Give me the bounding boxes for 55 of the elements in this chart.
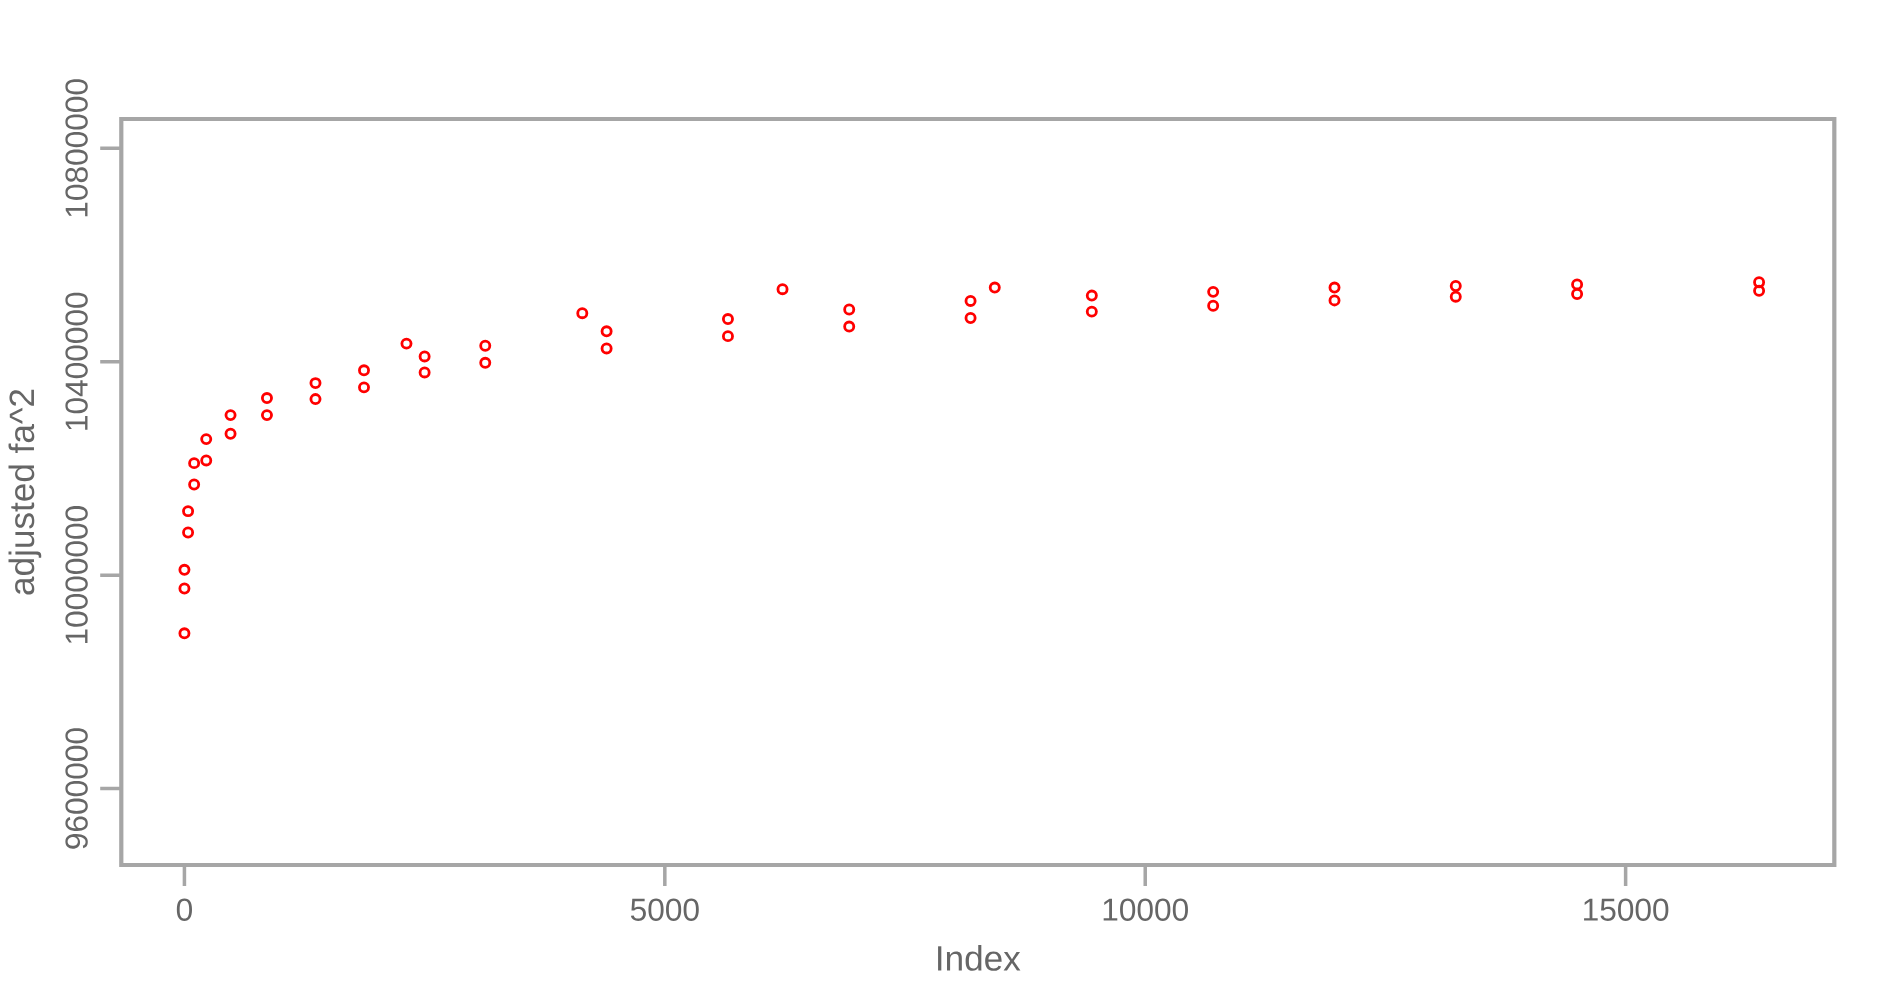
point: [1085, 305, 1098, 318]
point: [1449, 280, 1462, 292]
point: [188, 478, 201, 491]
point: [1449, 290, 1462, 303]
point: [1085, 289, 1098, 302]
point: [1753, 276, 1766, 289]
point: [600, 325, 613, 338]
point: [1328, 294, 1341, 307]
point: [178, 563, 191, 576]
point: [418, 350, 431, 363]
point: [1328, 281, 1341, 294]
point: [224, 409, 237, 422]
x-tick-label: 0: [176, 898, 192, 921]
point: [178, 582, 191, 595]
point: [400, 337, 413, 350]
point: [1207, 299, 1220, 312]
x-tick-label: 10000: [1103, 898, 1188, 921]
point: [988, 281, 1001, 294]
point: [479, 356, 492, 369]
point: [843, 303, 856, 316]
point: [964, 294, 977, 307]
point: [418, 366, 431, 379]
y-axis-title: adjusted fa^2: [8, 389, 42, 595]
point: [1571, 278, 1584, 291]
point: [776, 283, 789, 296]
point: [188, 457, 201, 470]
point: [309, 377, 322, 390]
y-tick-label: 9600000: [65, 728, 88, 849]
point: [843, 320, 856, 333]
point: [479, 339, 492, 352]
x-axis-title: Index: [938, 945, 1021, 971]
x-tick-label: 5000: [630, 898, 699, 921]
point: [224, 427, 237, 440]
point: [576, 307, 589, 320]
point: [309, 393, 322, 406]
point: [260, 409, 273, 422]
point: [1571, 288, 1584, 300]
point: [721, 313, 734, 326]
point: [200, 454, 213, 467]
point: [721, 330, 734, 343]
point: [964, 312, 977, 324]
point: [1753, 284, 1766, 297]
y-tick-label: 10000000: [65, 506, 88, 644]
x-tick-label: 15000: [1584, 898, 1669, 921]
point: [200, 433, 213, 446]
y-tick-label: 10400000: [65, 292, 88, 430]
point: [600, 342, 613, 355]
point: [182, 505, 195, 518]
point: [260, 392, 273, 405]
y-tick-label: 10800000: [65, 79, 88, 217]
point: [1207, 285, 1220, 298]
point: [358, 364, 370, 377]
point: [178, 627, 191, 640]
point: [358, 381, 370, 394]
point: [182, 526, 195, 539]
